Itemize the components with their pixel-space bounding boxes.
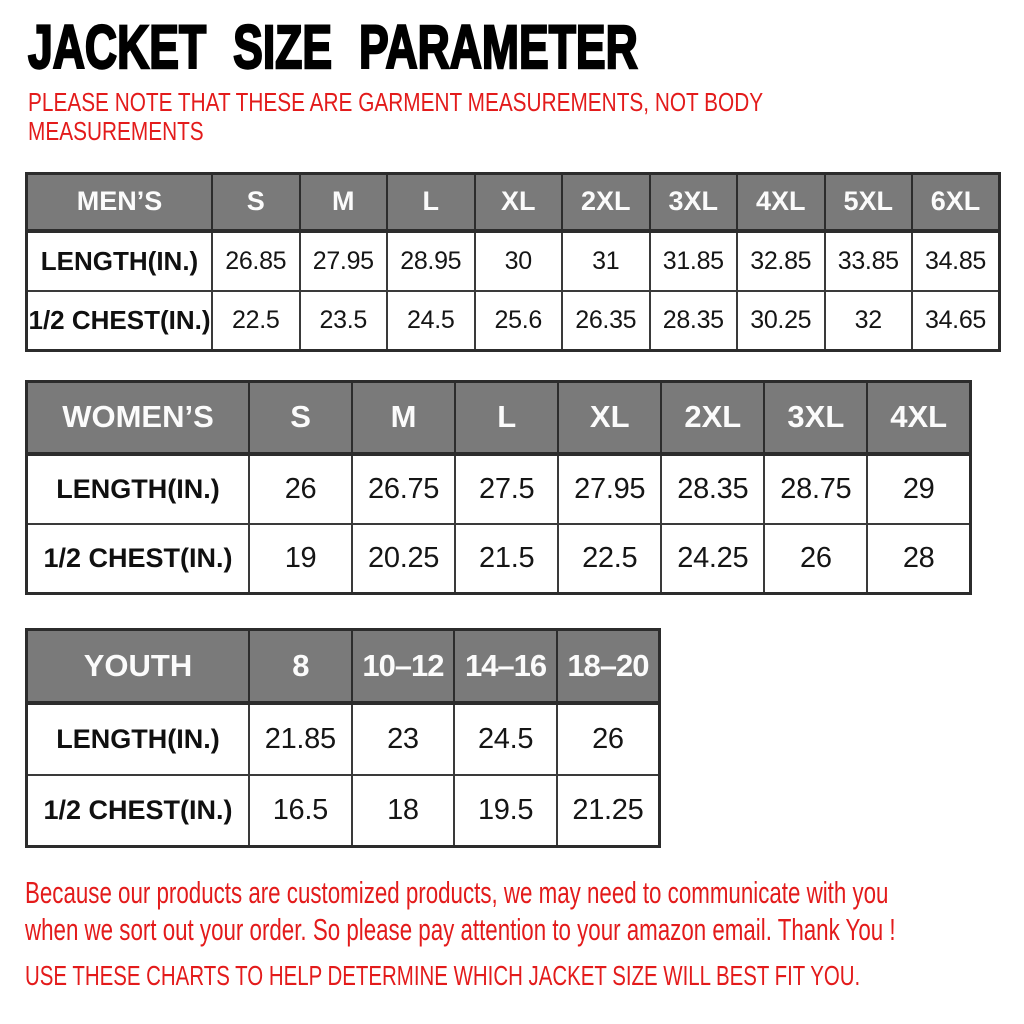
mens-size-header-cell: XL xyxy=(473,172,563,233)
mens-size-header-cell: M xyxy=(298,172,388,233)
youth-value-cell: 23 xyxy=(350,701,456,776)
youth-value-cell: 26 xyxy=(555,701,661,776)
mens-value-cell: 31.85 xyxy=(648,229,738,292)
mens-value-cell: 30 xyxy=(473,229,563,292)
womens-value-cell: 26.75 xyxy=(351,452,457,525)
womens-value-cell: 27.95 xyxy=(557,452,663,525)
womens-size-header-cell: S xyxy=(247,380,354,456)
womens-value-cell: 29 xyxy=(866,452,972,525)
womens-size-header-cell: 2XL xyxy=(660,380,766,456)
mens-value-cell: 28.95 xyxy=(386,229,476,292)
mens-value-cell: 26.35 xyxy=(561,289,651,352)
mens-value-cell: 25.6 xyxy=(473,289,563,352)
mens-value-cell: 33.85 xyxy=(823,229,913,292)
mens-value-cell: 23.5 xyxy=(298,289,388,352)
womens-value-cell: 28.75 xyxy=(763,452,869,525)
womens-size-table: WOMEN’S S M L XL 2XL 3XL 4XL LENGTH(IN.) 26 26.75… xyxy=(25,380,972,595)
mens-size-header-cell: 5XL xyxy=(823,172,913,233)
youth-value-cell: 21.85 xyxy=(248,701,353,776)
womens-value-cell: 24.25 xyxy=(660,522,766,595)
mens-value-cell: 24.5 xyxy=(386,289,476,352)
youth-row-label: LENGTH(IN.) xyxy=(25,701,250,776)
womens-data-row: LENGTH(IN.) 26 26.75 27.5 27.95 28.35 28.75 29 xyxy=(25,452,972,525)
mens-header-row: MEN’S S M L XL 2XL 3XL 4XL 5XL 6XL xyxy=(25,172,1001,233)
youth-value-cell: 24.5 xyxy=(453,701,558,776)
womens-data-row: 1/2 CHEST(IN.) 19 20.25 21.5 22.5 24.25 26 28 xyxy=(25,522,972,595)
mens-size-header-cell: L xyxy=(386,172,476,233)
mens-size-header-cell: 4XL xyxy=(736,172,826,233)
note-line: MEASUREMENTS xyxy=(28,116,204,146)
fit-advice: USE THESE CHARTS TO HELP DETERMINE WHICH… xyxy=(25,960,1024,992)
customization-notice: Because our products are customized prod… xyxy=(25,874,1024,948)
mens-size-header-cell: S xyxy=(211,172,301,233)
womens-title-cell: WOMEN’S xyxy=(25,380,250,456)
youth-value-cell: 18 xyxy=(350,773,456,848)
note-line: PLEASE NOTE THAT THESE ARE GARMENT MEASU… xyxy=(28,87,764,117)
womens-row-label: 1/2 CHEST(IN.) xyxy=(25,522,250,595)
youth-data-row: 1/2 CHEST(IN.) 16.5 18 19.5 21.25 xyxy=(25,773,661,848)
youth-size-header-cell: 8 xyxy=(248,628,353,705)
mens-data-row: 1/2 CHEST(IN.) 22.5 23.5 24.5 25.6 26.35 28.35… xyxy=(25,289,1001,352)
mens-size-table: MEN’S S M L XL 2XL 3XL 4XL 5XL 6XL LENGTH(IN.) 26.… xyxy=(25,172,1001,352)
youth-row-label: 1/2 CHEST(IN.) xyxy=(25,773,250,848)
mens-value-cell: 32 xyxy=(823,289,913,352)
mens-title-cell: MEN’S xyxy=(25,172,213,233)
womens-value-cell: 27.5 xyxy=(454,452,560,525)
womens-size-header-cell: 3XL xyxy=(763,380,869,456)
womens-header-row: WOMEN’S S M L XL 2XL 3XL 4XL xyxy=(25,380,972,456)
womens-value-cell: 20.25 xyxy=(351,522,457,595)
page-title: JACKET SIZE PARAMETER xyxy=(27,13,863,81)
youth-size-table: YOUTH 8 10–12 14–16 18–20 LENGTH(IN.) 21.85 23… xyxy=(25,628,661,848)
mens-value-cell: 34.85 xyxy=(911,229,1001,292)
customization-notice-line: Because our products are customized prod… xyxy=(25,875,889,910)
womens-row-label: LENGTH(IN.) xyxy=(25,452,250,525)
womens-size-header-cell: M xyxy=(351,380,457,456)
youth-value-cell: 16.5 xyxy=(248,773,353,848)
womens-value-cell: 22.5 xyxy=(557,522,663,595)
womens-value-cell: 26 xyxy=(763,522,869,595)
mens-value-cell: 32.85 xyxy=(736,229,826,292)
womens-size-header-cell: 4XL xyxy=(866,380,972,456)
mens-row-label: LENGTH(IN.) xyxy=(25,229,213,292)
youth-value-cell: 19.5 xyxy=(453,773,558,848)
womens-value-cell: 26 xyxy=(247,452,354,525)
page-title-text: JACKET SIZE PARAMETER xyxy=(27,13,639,81)
youth-header-row: YOUTH 8 10–12 14–16 18–20 xyxy=(25,628,661,705)
womens-value-cell: 21.5 xyxy=(454,522,560,595)
mens-value-cell: 27.95 xyxy=(298,229,388,292)
customization-notice-line: when we sort out your order. So please p… xyxy=(25,912,896,947)
mens-value-cell: 22.5 xyxy=(211,289,301,352)
womens-value-cell: 28 xyxy=(866,522,972,595)
mens-value-cell: 26.85 xyxy=(211,229,301,292)
mens-data-row: LENGTH(IN.) 26.85 27.95 28.95 30 31 31.85 32.85… xyxy=(25,229,1001,292)
fit-advice-line: USE THESE CHARTS TO HELP DETERMINE WHICH… xyxy=(25,960,861,991)
youth-size-header-cell: 10–12 xyxy=(350,628,456,705)
mens-size-header-cell: 3XL xyxy=(648,172,738,233)
mens-value-cell: 34.65 xyxy=(911,289,1001,352)
mens-value-cell: 31 xyxy=(561,229,651,292)
womens-size-header-cell: L xyxy=(454,380,560,456)
youth-value-cell: 21.25 xyxy=(555,773,661,848)
mens-size-header-cell: 2XL xyxy=(561,172,651,233)
mens-size-header-cell: 6XL xyxy=(911,172,1001,233)
youth-size-header-cell: 14–16 xyxy=(453,628,558,705)
garment-measurement-note: PLEASE NOTE THAT THESE ARE GARMENT MEASU… xyxy=(28,88,947,146)
youth-data-row: LENGTH(IN.) 21.85 23 24.5 26 xyxy=(25,701,661,776)
mens-value-cell: 30.25 xyxy=(736,289,826,352)
womens-value-cell: 28.35 xyxy=(660,452,766,525)
mens-row-label: 1/2 CHEST(IN.) xyxy=(25,289,213,352)
youth-title-cell: YOUTH xyxy=(25,628,250,705)
womens-size-header-cell: XL xyxy=(557,380,663,456)
mens-value-cell: 28.35 xyxy=(648,289,738,352)
womens-value-cell: 19 xyxy=(247,522,354,595)
youth-size-header-cell: 18–20 xyxy=(555,628,661,705)
